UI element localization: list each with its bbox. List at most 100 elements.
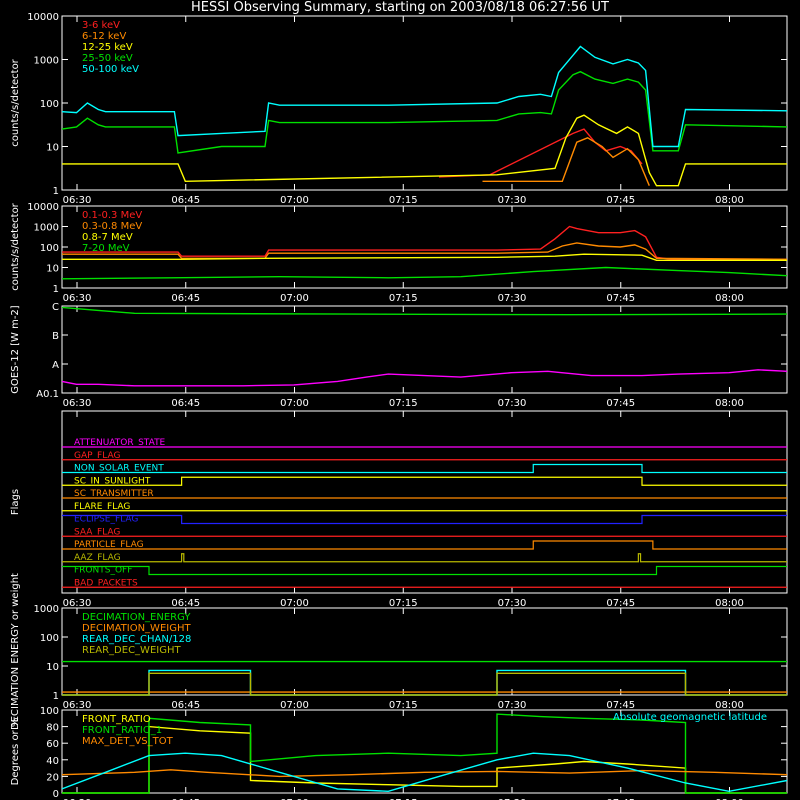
flag-label: SAA_FLAG (74, 527, 120, 537)
flag-label: SC_IN_SUNLIGHT (74, 476, 151, 486)
series-line-4 (61, 752, 788, 793)
flag-label: BAD_PACKETS (74, 578, 138, 588)
legend-entry: 12-25 keV (82, 42, 133, 53)
time-tick-label: 06:30 (63, 195, 92, 206)
y-axis-label: Flags (10, 489, 21, 515)
time-tick-label: 07:15 (389, 700, 418, 711)
y-tick-label: 1000 (34, 223, 59, 234)
y-tick-label: 100 (40, 706, 59, 717)
series-line-2 (62, 713, 787, 794)
flag-label: FRONTS_OFF (74, 566, 132, 576)
flag-label: NON_SOLAR_EVENT (74, 464, 164, 474)
time-tick-label: 06:45 (171, 293, 200, 304)
time-tick-label: 07:00 (280, 293, 309, 304)
y-tick-label: 10 (46, 143, 59, 154)
y-tick-label: 60 (46, 739, 59, 750)
time-tick-label: 07:45 (606, 598, 635, 609)
time-tick-label: 07:30 (498, 293, 527, 304)
time-tick-label: 07:45 (606, 398, 635, 409)
time-tick-label: 06:45 (171, 398, 200, 409)
series-line-1 (61, 306, 788, 316)
y-tick-label: B (52, 331, 59, 342)
flag-label: ATTENUATOR_STATE (74, 438, 166, 448)
legend-entry: REAR_DEC_WEIGHT (82, 645, 181, 656)
y-tick-label: 20 (46, 772, 59, 783)
series-line-4 (61, 266, 788, 280)
series-line-4 (61, 70, 788, 154)
series-line-1 (62, 725, 787, 794)
time-tick-label: 08:00 (715, 598, 744, 609)
y-axis-label: counts/s/detector (10, 202, 21, 290)
time-tick-label: 06:45 (171, 798, 200, 800)
legend-entry: FRONT_RATIO_1 (82, 725, 162, 736)
y-tick-label: 40 (46, 756, 59, 767)
y-tick-label: 100 (40, 633, 59, 644)
time-tick-label: 08:00 (715, 195, 744, 206)
time-tick-label: 07:45 (606, 798, 635, 800)
y-axis-label: counts/s/detector (10, 58, 21, 146)
panel-frame (61, 410, 788, 594)
y-tick-label: 0 (53, 789, 59, 800)
y-axis-label: GOES-12 [W m-2] (10, 305, 21, 393)
series-line-2 (482, 137, 650, 186)
time-tick-label: 06:30 (63, 798, 92, 800)
figure-title: HESSI Observing Summary, starting on 200… (191, 0, 609, 15)
y-tick-label: 1 (53, 284, 59, 295)
time-tick-label: 08:00 (715, 398, 744, 409)
flag-line (62, 565, 787, 576)
time-tick-label: 07:15 (389, 398, 418, 409)
time-tick-label: 06:45 (171, 195, 200, 206)
flag-label: AAZ_FLAG (74, 553, 121, 563)
time-tick-label: 07:45 (606, 293, 635, 304)
flag-line (62, 540, 787, 550)
y-axis-label: DECIMATION ENERGY or weight (10, 573, 21, 730)
time-tick-label: 06:45 (171, 598, 200, 609)
time-tick-label: 07:45 (606, 195, 635, 206)
panel-frame (61, 709, 788, 794)
time-tick-label: 07:15 (389, 598, 418, 609)
time-tick-label: 07:15 (389, 798, 418, 800)
time-tick-label: 06:30 (63, 598, 92, 609)
time-tick-label: 07:30 (498, 398, 527, 409)
y-tick-label: 1 (53, 186, 59, 197)
time-tick-label: 06:30 (63, 398, 92, 409)
series-line-2 (62, 242, 788, 260)
panel-3: 06:30 06:45 07:00 07:15 07:30 07:45 08:00 A0.1 A… (10, 302, 788, 409)
y-tick-label: A (52, 360, 59, 371)
flag-label: ECLIPSE_FLAG (74, 515, 138, 525)
flag-label: FLARE_FLAG (74, 502, 130, 512)
annotation-label: Absolute geomagnetic latitude (613, 712, 767, 723)
legend-entry: 7-20 MeV (82, 243, 130, 254)
time-tick-label: 07:00 (280, 700, 309, 711)
time-tick-label: 07:30 (498, 195, 527, 206)
time-tick-label: 07:45 (606, 700, 635, 711)
y-tick-label: C (52, 302, 59, 313)
time-tick-label: 07:15 (389, 195, 418, 206)
panel-4: 06:30 06:45 07:00 07:15 07:30 07:45 08:00 Flags… (10, 410, 788, 609)
legend-entry: DECIMATION_WEIGHT (82, 623, 191, 634)
series-line-3 (62, 253, 787, 261)
legend-entry: 3-6 keV (82, 20, 120, 31)
legend-entry: DECIMATION_ENERGY (82, 612, 191, 623)
time-tick-label: 08:00 (715, 293, 744, 304)
time-tick-label: 07:30 (498, 700, 527, 711)
time-tick-label: 07:30 (498, 598, 527, 609)
flag-line (62, 514, 787, 525)
flag-line (62, 476, 787, 486)
y-tick-label: 10 (46, 662, 59, 673)
y-tick-label: 80 (46, 723, 59, 734)
time-tick-label: 07:30 (498, 798, 527, 800)
time-tick-label: 07:00 (280, 398, 309, 409)
series-line-3 (62, 669, 787, 696)
y-tick-label: 1 (53, 691, 59, 702)
y-tick-label: 100 (40, 99, 59, 110)
series-line-1 (62, 225, 787, 260)
panel-1: 06:30 06:45 07:00 07:15 07:30 07:45 08:00 1 10 10… (10, 12, 788, 206)
time-tick-label: 07:15 (389, 293, 418, 304)
panel-frame (61, 305, 788, 394)
series-line-3 (61, 769, 788, 778)
legend-entry: 0.1-0.3 MeV (82, 210, 142, 221)
y-tick-label: 1000 (34, 56, 59, 67)
